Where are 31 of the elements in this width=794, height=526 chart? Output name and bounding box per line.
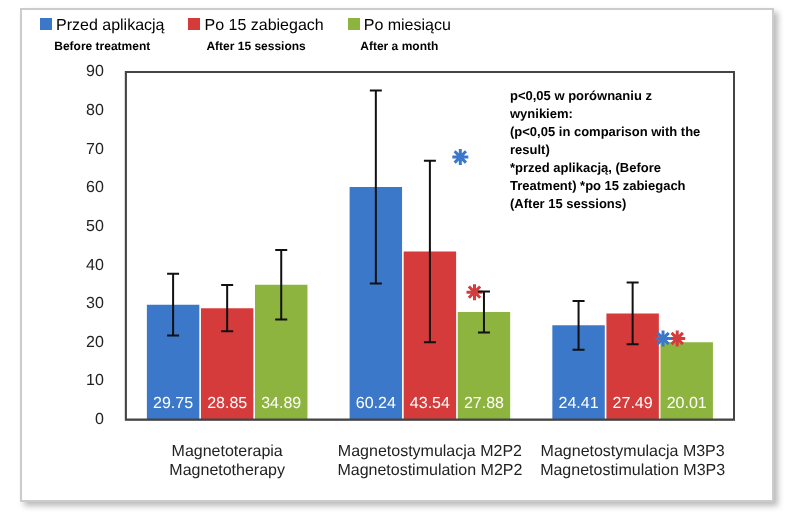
data-label: 29.75 bbox=[153, 393, 195, 412]
y-tick-label: 60 bbox=[85, 178, 105, 197]
bar bbox=[660, 342, 713, 420]
y-tick-label: 0 bbox=[94, 410, 105, 429]
y-tick-label: 90 bbox=[85, 62, 105, 81]
x-tick-label: Magnetoterapia Magnetotherapy bbox=[169, 441, 285, 479]
bar bbox=[349, 186, 403, 420]
x-tick-label: Magnetostymulacja M2P2 Magnetostimulation M2P2 bbox=[337, 441, 524, 479]
data-label: 60.24 bbox=[355, 393, 397, 412]
bar bbox=[200, 308, 254, 420]
data-label: 28.85 bbox=[207, 393, 249, 412]
data-label: 27.49 bbox=[612, 393, 654, 412]
y-tick-label: 20 bbox=[85, 332, 105, 351]
data-label: 34.89 bbox=[261, 393, 303, 412]
y-tick-label: 30 bbox=[85, 294, 105, 313]
y-tick-label: 50 bbox=[85, 216, 105, 235]
data-label: 43.54 bbox=[409, 393, 452, 412]
bar bbox=[403, 251, 457, 420]
bar bbox=[146, 304, 200, 420]
y-tick-label: 40 bbox=[85, 255, 105, 274]
bar bbox=[457, 311, 511, 420]
y-tick-label: 80 bbox=[85, 101, 105, 120]
data-label: 27.88 bbox=[463, 393, 506, 412]
data-label: 24.41 bbox=[558, 393, 600, 412]
bar bbox=[552, 325, 605, 420]
y-tick-label: 10 bbox=[85, 371, 105, 390]
bar bbox=[606, 313, 659, 420]
y-tick-label: 70 bbox=[85, 139, 105, 158]
bar bbox=[255, 284, 308, 420]
data-label: 20.01 bbox=[666, 393, 708, 412]
x-tick-label: Magnetostymulacja M3P3 Magnetostimulation M3P3 bbox=[540, 441, 727, 479]
